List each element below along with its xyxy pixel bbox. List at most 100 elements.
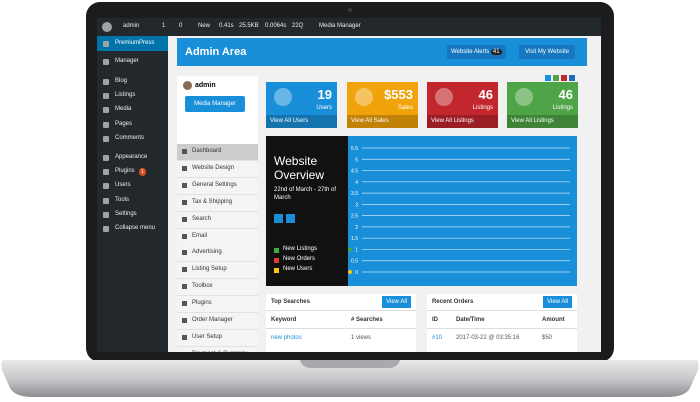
overview-chart: 0 0.5 1 1.5 2 2.5 3 3.5 4 4.5 5 5.5 <box>348 136 577 286</box>
side-label: Website Design <box>192 164 234 171</box>
stat-footer[interactable]: View All Sales <box>347 115 418 128</box>
side-icon <box>182 267 187 273</box>
side-item[interactable]: Dashboard <box>177 144 258 161</box>
side-icon <box>182 250 187 256</box>
menu-item[interactable]: Users <box>115 182 131 188</box>
menu-item[interactable]: PremiumPress <box>115 40 155 46</box>
admin-bar-item: 0.41s <box>219 23 234 29</box>
legend-swatch <box>274 258 279 263</box>
laptop-base <box>1 360 699 397</box>
menu-item[interactable]: Listings <box>115 92 136 98</box>
next-button[interactable] <box>286 214 295 223</box>
menu-icon <box>103 226 109 232</box>
y-tick-label: 4 <box>355 180 358 186</box>
data-point <box>348 270 352 274</box>
menu-item[interactable]: Comments <box>115 135 145 141</box>
prev-button[interactable] <box>274 214 283 223</box>
y-tick-label: 0 <box>355 270 358 276</box>
stat-value: 46 <box>478 87 493 102</box>
menu-item[interactable]: Media <box>115 106 132 112</box>
side-icon <box>182 199 187 205</box>
y-tick-label: 2.5 <box>351 214 358 220</box>
side-icon <box>182 301 187 307</box>
menu-item[interactable]: Appearance <box>115 154 148 160</box>
stat-footer[interactable]: View All Listings <box>507 115 578 128</box>
view-all-button[interactable]: View All <box>543 296 572 308</box>
menu-item[interactable]: Settings <box>115 211 137 217</box>
menu-icon <box>103 41 109 47</box>
side-user: admin <box>195 82 216 89</box>
side-label: Order Manager <box>192 317 233 323</box>
side-icon <box>182 334 187 340</box>
wp-sidebar: PremiumPress Manager Blog Listings Media Page… <box>97 36 168 352</box>
admin-bar: admin 1 0 New 0.41s 25.5KB 0.0064s 22Q Media Man… <box>97 18 601 36</box>
column-header: Keyword <box>271 317 297 323</box>
admin-bar-item: 22Q <box>292 23 304 29</box>
alerts-button[interactable]: Website Alerts 41 <box>447 45 506 59</box>
side-label: Search <box>192 215 212 222</box>
side-item[interactable]: Website Design <box>177 160 258 178</box>
menu-item[interactable]: Tools <box>115 197 130 203</box>
y-tick-label: 5.5 <box>351 146 358 152</box>
y-tick-label: 5 <box>355 157 358 163</box>
y-tick-label: 2 <box>355 225 358 231</box>
screen: admin 1 0 New 0.41s 25.5KB 0.0064s 22Q Media Man… <box>97 18 601 352</box>
side-icon <box>182 182 187 188</box>
side-item[interactable]: Order Manager <box>177 313 258 330</box>
side-label: Plugins <box>192 300 212 307</box>
admin-bar-item: New <box>198 23 211 29</box>
column-header: ID <box>432 317 438 323</box>
divider <box>266 328 416 329</box>
stat-link: View All Listings <box>511 118 554 124</box>
side-item[interactable]: Toolbox <box>177 279 258 297</box>
admin-bar-item: 0 <box>179 23 183 29</box>
header: Admin Area Website Alerts 41 Visit My We… <box>177 38 587 66</box>
menu-icon <box>103 136 109 142</box>
stat-footer[interactable]: View All Listings <box>427 115 498 128</box>
side-item[interactable]: Plugins <box>177 296 258 314</box>
menu-item[interactable]: Pages <box>115 121 133 127</box>
table-cell: 2017-03-22 @ 03:35:16 <box>456 335 520 341</box>
stat-icon <box>515 88 533 106</box>
stat-footer[interactable]: View All Users <box>266 115 337 128</box>
media-button[interactable]: Media Manager <box>185 96 245 112</box>
legend-label: New Orders <box>283 256 316 262</box>
y-tick-label: 1.5 <box>351 236 358 242</box>
side-item[interactable]: Payment & Currency <box>177 346 258 352</box>
side-item[interactable]: Tax & Shipping <box>177 194 258 212</box>
side-label: User Setup <box>192 333 223 340</box>
side-item[interactable]: General Settings <box>177 177 258 195</box>
stat-box: $553 Sales View All Sales <box>347 82 418 128</box>
admin-bar-item: 25.5KB <box>239 23 259 29</box>
side-label: Dashboard <box>192 148 222 154</box>
menu-item[interactable]: Blog <box>115 78 128 84</box>
visit-button[interactable]: Visit My Website <box>519 45 576 59</box>
stat-label: Sales <box>397 105 413 111</box>
menu-item[interactable]: Plugins <box>115 168 135 174</box>
admin-bar-item: Media Manager <box>319 23 361 29</box>
side-item[interactable]: Email <box>177 228 258 246</box>
side-icon <box>182 216 187 222</box>
side-item[interactable]: User Setup <box>177 329 258 347</box>
stat-icon <box>435 88 453 106</box>
menu-icon <box>103 169 109 175</box>
side-label: Listing Setup <box>192 266 227 273</box>
camera <box>348 8 352 12</box>
side-item[interactable]: Search <box>177 211 258 229</box>
side-item[interactable]: Listing Setup <box>177 262 258 280</box>
table-panel: Top Searches View All Keyword # Searches new… <box>266 294 416 352</box>
table-cell: $50 <box>542 335 553 341</box>
side-label: Payment & Currency <box>192 351 247 352</box>
menu-item[interactable]: Collapse menu <box>115 225 156 231</box>
y-tick-label: 4.5 <box>351 169 358 175</box>
table-panel: Recent Orders View All ID Date/Time Amount #1… <box>427 294 577 352</box>
stat-label: Users <box>316 105 332 111</box>
menu-icon <box>103 59 109 65</box>
menu-item[interactable]: Manager <box>115 58 139 64</box>
legend-label: New Users <box>283 266 313 272</box>
side-item[interactable]: Advertising <box>177 245 258 263</box>
side-icon <box>182 318 187 323</box>
view-all-button[interactable]: View All <box>382 296 411 308</box>
menu-icon <box>103 212 109 218</box>
